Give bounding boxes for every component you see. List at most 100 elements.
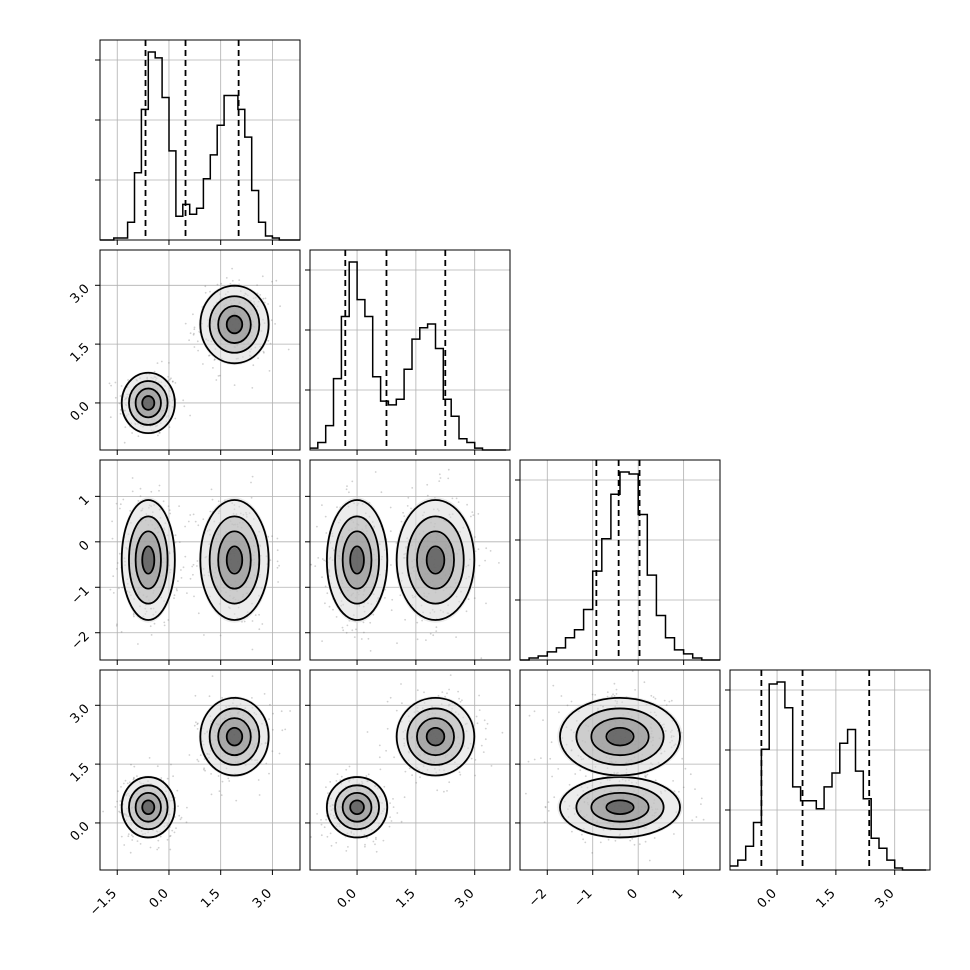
density-fill (142, 396, 154, 410)
scatter-point (446, 692, 448, 695)
scatter-point (345, 488, 348, 491)
scatter-point (568, 783, 571, 786)
panel-1-0 (95, 249, 301, 455)
scatter-point (374, 843, 376, 846)
scatter-point (615, 688, 618, 691)
scatter-point (276, 537, 279, 540)
scatter-point (192, 333, 195, 336)
panel-3-3 (725, 669, 931, 875)
scatter-point (584, 775, 587, 777)
scatter-point (263, 693, 266, 695)
scatter-point (160, 360, 163, 363)
scatter-point (310, 836, 312, 838)
scatter-point (210, 488, 213, 491)
scatter-point (426, 494, 429, 497)
scatter-point (196, 340, 199, 343)
scatter-point (177, 580, 179, 582)
scatter-point (478, 564, 481, 567)
scatter-point (314, 565, 317, 567)
scatter-point (411, 774, 413, 776)
scatter-point (439, 477, 442, 479)
scatter-point (264, 297, 267, 300)
contour-line (199, 499, 270, 621)
scatter-point (203, 634, 205, 636)
scatter-point (158, 432, 161, 434)
scatter-point (217, 500, 220, 503)
scatter-point (543, 821, 546, 824)
scatter-point (129, 851, 132, 854)
contour-line (334, 515, 380, 605)
scatter-point (384, 597, 386, 599)
scatter-point (654, 779, 657, 782)
scatter-point (225, 277, 228, 279)
scatter-point (389, 530, 392, 533)
scatter-point (159, 835, 162, 838)
scatter-point (251, 620, 254, 622)
scatter-point (115, 502, 118, 505)
scatter-point (228, 780, 231, 782)
scatter-point (258, 628, 261, 631)
scatter-point (400, 683, 402, 685)
scatter-point (193, 595, 195, 598)
x-tick-label: 3.0 (452, 886, 477, 911)
contour-line (325, 499, 389, 621)
scatter-point (527, 760, 530, 763)
scatter-point (336, 506, 338, 509)
scatter-point (375, 838, 377, 841)
scatter-point (178, 541, 181, 543)
x-tick-label: 3.0 (872, 886, 897, 911)
scatter-point (607, 838, 610, 841)
scatter-point (189, 332, 192, 335)
scatter-point (644, 776, 647, 779)
scatter-point (395, 709, 398, 712)
scatter-point (118, 587, 120, 590)
scatter-point (591, 693, 594, 696)
scatter-point (321, 504, 323, 506)
scatter-point (271, 280, 273, 283)
panel-background (730, 670, 930, 870)
scatter-point (390, 564, 392, 566)
scatter-point (122, 498, 125, 501)
density-fill (227, 547, 242, 573)
panel-2-0 (95, 459, 301, 665)
scatter-point (323, 559, 326, 562)
scatter-point (102, 810, 104, 813)
x-tick-label: 1.5 (393, 886, 418, 911)
scatter-point (175, 827, 177, 830)
scatter-point (461, 699, 463, 702)
scatter-point (459, 773, 462, 776)
scatter-point (192, 513, 195, 516)
scatter-point (542, 719, 544, 721)
scatter-point (448, 688, 450, 691)
scatter-point (438, 480, 441, 482)
scatter-point (139, 487, 142, 490)
scatter-point (268, 370, 271, 372)
y-tick-label: 1.5 (68, 760, 93, 785)
scatter-point (558, 711, 560, 714)
contour-line (120, 371, 176, 435)
scatter-point (673, 833, 675, 835)
scatter-point (466, 503, 468, 506)
scatter-point (271, 535, 273, 538)
scatter-point (212, 367, 214, 369)
scatter-point (501, 731, 504, 734)
panel-frame (99, 39, 301, 241)
histogram-series (520, 471, 720, 661)
contour-line (208, 707, 261, 766)
density-fill (142, 547, 154, 573)
scatter-point (470, 515, 472, 518)
scatter-point (324, 602, 326, 605)
contour-line (425, 726, 446, 747)
panel-background (100, 670, 300, 870)
scatter-point (457, 690, 459, 693)
scatter-point (231, 267, 234, 270)
scatter-point (480, 744, 483, 747)
scatter-point (643, 681, 646, 684)
scatter-point (176, 589, 178, 592)
scatter-point (378, 744, 381, 747)
scatter-point (193, 724, 196, 727)
x-tick-label: 0.0 (335, 886, 360, 911)
scatter-point (547, 801, 550, 803)
scatter-point (114, 381, 117, 384)
scatter-point (457, 501, 460, 503)
